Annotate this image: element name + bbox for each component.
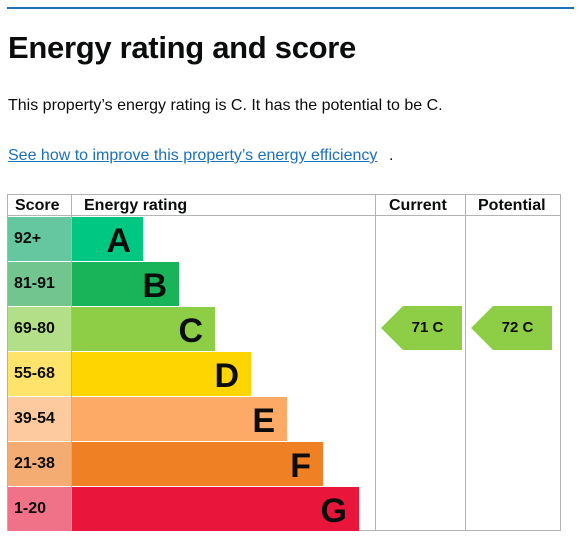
header-energy-rating: Energy rating [84,197,188,214]
current-rating-pointer: 71 C [381,306,462,350]
header-score: Score [15,197,60,214]
band-bar-f: F [72,442,323,486]
top-divider [7,7,574,9]
band-score-b: 81-91 [8,262,71,306]
current-arrow-shape [381,306,462,350]
band-score-d: 55-68 [8,352,71,396]
header-divider [7,215,561,216]
potential-column-divider [465,194,466,531]
band-score-e: 39-54 [8,397,71,441]
band-score-c: 69-80 [8,307,71,351]
potential-arrow-shape [471,306,552,350]
current-column-divider [375,194,376,531]
band-bar-b: B [72,262,179,306]
band-bar-e: E [72,397,287,441]
improve-efficiency-link[interactable]: See how to improve this property’s energ… [8,147,378,164]
score-column-divider [71,194,72,531]
band-bar-c: C [72,307,215,351]
rating-summary: This property’s energy rating is C. It h… [8,97,443,114]
page-title: Energy rating and score [8,30,356,65]
band-bar-a: A [72,217,143,261]
current-rating-label: 71 C [411,319,444,336]
link-suffix: . [389,147,394,164]
header-potential: Potential [478,197,546,214]
header-current: Current [389,197,447,214]
band-score-g: 1-20 [8,487,71,531]
band-bar-g: G [72,487,359,531]
band-bar-d: D [72,352,251,396]
band-score-a: 92+ [8,217,71,261]
potential-rating-pointer: 72 C [471,306,552,350]
potential-rating-label: 72 C [501,319,534,336]
band-score-f: 21-38 [8,442,71,486]
energy-rating-chart: Score Energy rating Current Potential 92… [7,194,561,531]
